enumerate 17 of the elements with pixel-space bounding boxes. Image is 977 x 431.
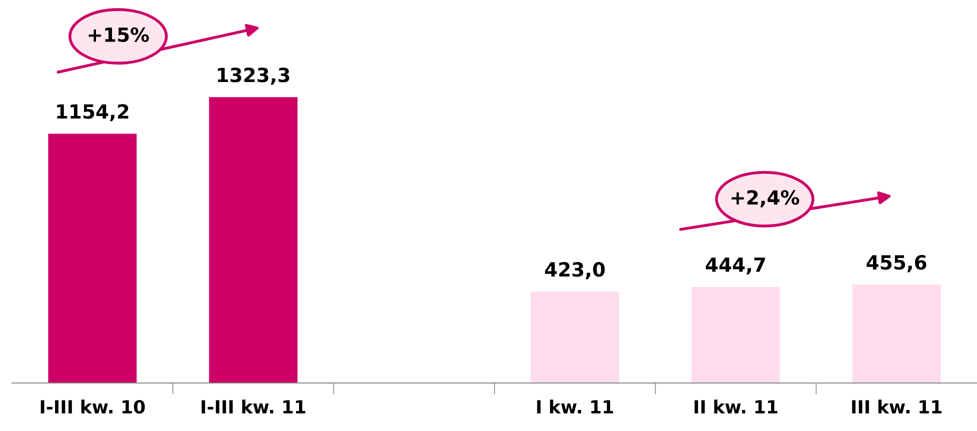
- bar: [48, 134, 137, 383]
- bar: [209, 97, 298, 383]
- text: +15%: [88, 27, 149, 42]
- x-tick-label: I kw. 11: [537, 400, 614, 414]
- bar: [530, 292, 620, 383]
- data-label: 423,0: [545, 262, 605, 280]
- x-tick-label: II kw. 11: [694, 400, 778, 414]
- x-tick-label: I-III kw. 11: [202, 400, 306, 414]
- data-label: 1154,2: [57, 104, 128, 122]
- data-label: 444,7: [706, 258, 765, 275]
- annotation: +2,4%: [732, 190, 800, 208]
- bar: [692, 286, 780, 383]
- data-label: 1323,3: [218, 68, 290, 85]
- bar: [852, 284, 941, 383]
- x-tick-label: III kw. 11: [852, 400, 942, 414]
- data-label: 455,6: [866, 255, 926, 272]
- x-tick-label: I-III kw. 10: [40, 400, 145, 414]
